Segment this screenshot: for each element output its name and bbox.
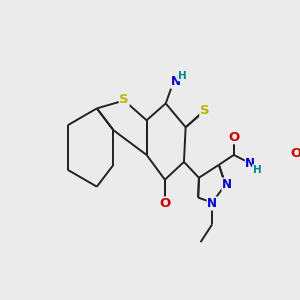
Text: S: S xyxy=(119,93,129,106)
Text: N: N xyxy=(171,75,181,88)
Text: O: O xyxy=(228,130,239,144)
Text: S: S xyxy=(200,104,209,117)
Text: O: O xyxy=(290,148,300,160)
Text: N: N xyxy=(207,197,217,210)
Text: H: H xyxy=(253,165,261,175)
Text: H: H xyxy=(178,71,187,81)
Text: O: O xyxy=(159,197,170,210)
Text: N: N xyxy=(245,158,255,170)
Text: N: N xyxy=(222,178,232,191)
